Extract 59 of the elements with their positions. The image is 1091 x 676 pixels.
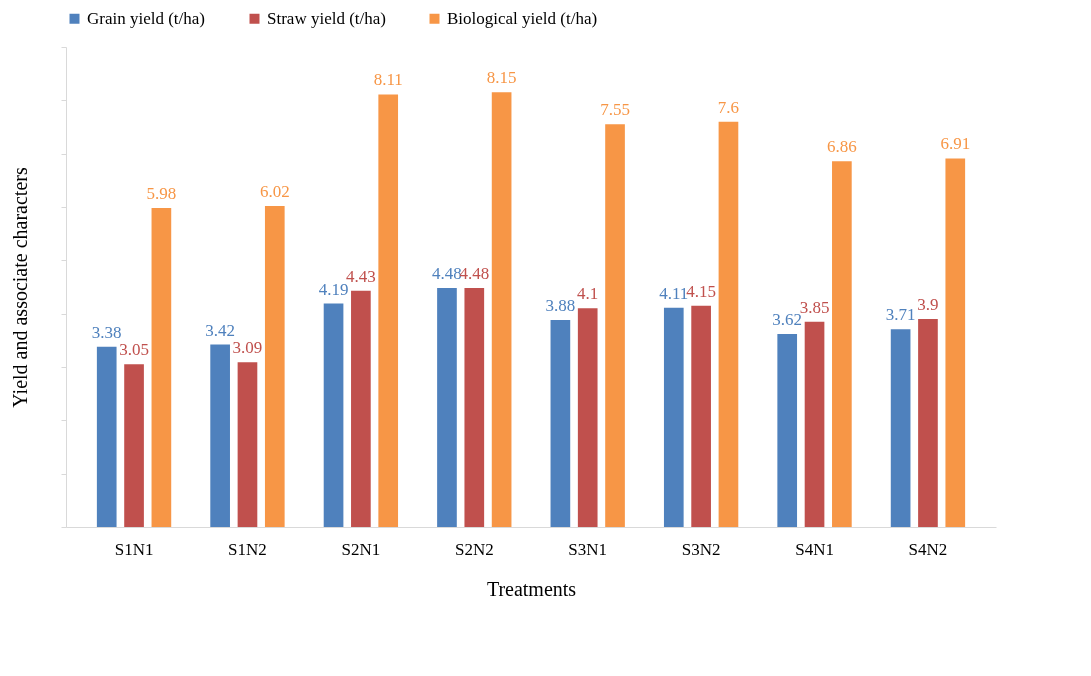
bar bbox=[210, 344, 230, 527]
data-label: 5.98 bbox=[146, 184, 177, 204]
bar bbox=[237, 362, 258, 527]
bar bbox=[378, 94, 399, 527]
bar bbox=[491, 92, 512, 527]
data-label: 4.1 bbox=[577, 284, 599, 304]
legend-label: Straw yield (t/ha) bbox=[267, 8, 386, 28]
bar bbox=[96, 346, 117, 527]
x-tick-label: S1N2 bbox=[228, 539, 267, 559]
bar bbox=[691, 305, 711, 527]
bar bbox=[832, 161, 852, 527]
x-tick-label: S4N1 bbox=[795, 539, 834, 559]
data-label: 4.15 bbox=[686, 281, 716, 301]
x-tick-label: S2N1 bbox=[341, 539, 381, 559]
x-tick-label: S3N1 bbox=[568, 539, 608, 559]
bar bbox=[718, 121, 739, 527]
bar bbox=[918, 319, 938, 527]
data-label: 3.09 bbox=[232, 338, 263, 358]
data-label: 6.02 bbox=[259, 181, 290, 201]
bar bbox=[151, 208, 172, 527]
bar bbox=[124, 364, 144, 527]
data-label: 3.88 bbox=[545, 296, 576, 316]
data-label: 4.48 bbox=[432, 264, 462, 284]
data-label: 8.11 bbox=[373, 70, 403, 90]
data-label: 3.05 bbox=[119, 340, 149, 360]
x-tick-label: S2N2 bbox=[454, 539, 494, 559]
bar bbox=[264, 205, 285, 527]
data-label: 4.19 bbox=[318, 279, 349, 299]
legend-label: Biological yield (t/ha) bbox=[447, 8, 598, 28]
bar bbox=[777, 333, 798, 527]
x-tick-label: S3N2 bbox=[681, 539, 721, 559]
data-label: 6.91 bbox=[940, 134, 971, 154]
bar bbox=[577, 308, 598, 527]
x-axis-title: Treatments bbox=[486, 577, 577, 600]
x-tick-label: S1N1 bbox=[114, 539, 154, 559]
bar bbox=[323, 303, 344, 527]
bar bbox=[351, 290, 371, 527]
bar bbox=[437, 288, 457, 527]
legend-label: Grain yield (t/ha) bbox=[87, 8, 206, 28]
data-label: 4.43 bbox=[346, 266, 376, 286]
data-label: 3.71 bbox=[885, 305, 916, 325]
data-label: 8.15 bbox=[486, 68, 517, 88]
bar bbox=[804, 321, 825, 527]
bar bbox=[663, 307, 684, 527]
bar bbox=[605, 124, 625, 527]
y-axis-title: Yield and associate characters bbox=[9, 167, 31, 408]
bar bbox=[890, 329, 911, 527]
data-label: 7.55 bbox=[600, 100, 630, 120]
data-label: 4.48 bbox=[459, 264, 490, 284]
data-label: 7.6 bbox=[717, 97, 740, 117]
data-label: 3.9 bbox=[917, 295, 939, 314]
data-label: 3.38 bbox=[91, 322, 122, 342]
data-label: 3.62 bbox=[772, 309, 803, 329]
bar bbox=[945, 158, 966, 527]
bar bbox=[464, 288, 485, 527]
bar bbox=[550, 320, 571, 527]
data-label: 6.86 bbox=[826, 137, 857, 157]
x-tick-label: S4N2 bbox=[908, 539, 948, 559]
data-label: 3.42 bbox=[205, 320, 236, 340]
